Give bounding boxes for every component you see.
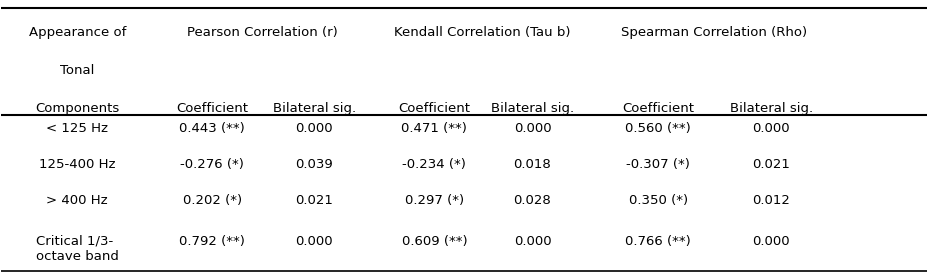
Text: 0.000: 0.000 [514, 122, 551, 135]
Text: 0.000: 0.000 [295, 235, 333, 248]
Text: 0.350 (*): 0.350 (*) [629, 194, 687, 207]
Text: 0.000: 0.000 [295, 122, 333, 135]
Text: 0.202 (*): 0.202 (*) [183, 194, 242, 207]
Text: 0.018: 0.018 [513, 158, 551, 171]
Text: 0.021: 0.021 [752, 158, 789, 171]
Text: 0.609 (**): 0.609 (**) [401, 235, 466, 248]
Text: Bilateral sig.: Bilateral sig. [729, 102, 812, 115]
Text: 0.012: 0.012 [752, 194, 789, 207]
Text: Components: Components [35, 102, 120, 115]
Text: 0.766 (**): 0.766 (**) [625, 235, 691, 248]
Text: Tonal: Tonal [60, 64, 95, 77]
Text: 0.000: 0.000 [752, 235, 789, 248]
Text: Coefficient: Coefficient [398, 102, 470, 115]
Text: 0.297 (*): 0.297 (*) [404, 194, 464, 207]
Text: Critical 1/3-
octave band: Critical 1/3- octave band [36, 235, 119, 263]
Text: 0.000: 0.000 [514, 235, 551, 248]
Text: 0.021: 0.021 [295, 194, 333, 207]
Text: -0.234 (*): -0.234 (*) [402, 158, 466, 171]
Text: 0.443 (**): 0.443 (**) [179, 122, 245, 135]
Text: 0.471 (**): 0.471 (**) [401, 122, 467, 135]
Text: > 400 Hz: > 400 Hz [46, 194, 108, 207]
Text: Pearson Correlation (r): Pearson Correlation (r) [186, 26, 337, 39]
Text: Coefficient: Coefficient [176, 102, 248, 115]
Text: 0.560 (**): 0.560 (**) [625, 122, 691, 135]
Text: 0.000: 0.000 [752, 122, 789, 135]
Text: 0.028: 0.028 [513, 194, 551, 207]
Text: Bilateral sig.: Bilateral sig. [273, 102, 355, 115]
Text: Coefficient: Coefficient [622, 102, 693, 115]
Text: -0.276 (*): -0.276 (*) [180, 158, 244, 171]
Text: < 125 Hz: < 125 Hz [46, 122, 108, 135]
Text: Bilateral sig.: Bilateral sig. [490, 102, 574, 115]
Text: 125-400 Hz: 125-400 Hz [39, 158, 115, 171]
Text: 0.039: 0.039 [295, 158, 333, 171]
Text: Appearance of: Appearance of [29, 26, 126, 39]
Text: 0.792 (**): 0.792 (**) [179, 235, 245, 248]
Text: Spearman Correlation (Rho): Spearman Correlation (Rho) [620, 26, 806, 39]
Text: -0.307 (*): -0.307 (*) [626, 158, 690, 171]
Text: Kendall Correlation (Tau b): Kendall Correlation (Tau b) [394, 26, 570, 39]
